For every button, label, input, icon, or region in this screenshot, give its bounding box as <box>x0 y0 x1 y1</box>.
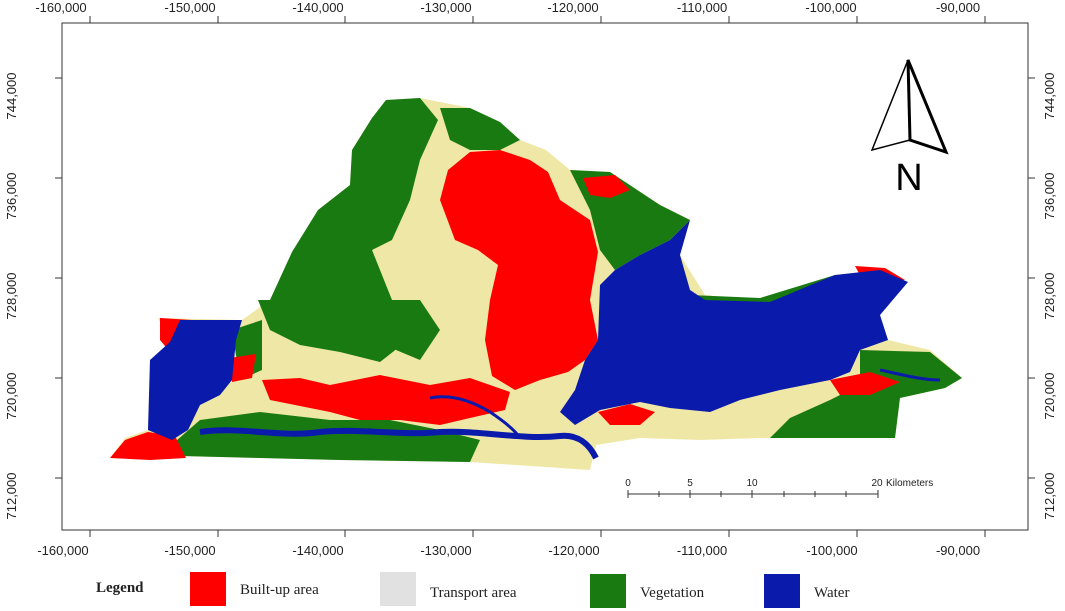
water-channel <box>879 368 941 382</box>
y-tick-label-right: 712,000 <box>1042 473 1057 520</box>
x-tick-label-bottom: -100,000 <box>806 543 857 558</box>
scale-bar: 0 5 10 20 Kilometers <box>625 478 933 498</box>
legend-label: Built-up area <box>240 582 319 598</box>
y-tick-label-right: 744,000 <box>1042 73 1057 120</box>
built-up-patch <box>583 175 630 198</box>
y-tick-label-left: 736,000 <box>4 173 19 220</box>
y-tick-label-left: 720,000 <box>4 373 19 420</box>
x-tick-label-bottom: -130,000 <box>420 543 471 558</box>
legend-label: Water <box>814 585 849 601</box>
legend-label: Vegetation <box>640 585 705 601</box>
x-tick-label-bottom: -90,000 <box>936 543 980 558</box>
vegetation-patch <box>376 300 440 360</box>
legend-swatch-water <box>764 574 800 608</box>
built-up-patch <box>598 404 655 425</box>
x-tick-label-top: -160,000 <box>35 0 86 15</box>
x-tick-label-top: -140,000 <box>292 0 343 15</box>
y-tick-label-left: 712,000 <box>4 473 19 520</box>
x-tick-label-top: -120,000 <box>547 0 598 15</box>
x-tick-label-top: -150,000 <box>164 0 215 15</box>
x-tick-label-bottom: -110,000 <box>677 543 727 558</box>
x-tick-label-bottom: -160,000 <box>37 543 88 558</box>
legend-title: Legend <box>96 580 144 596</box>
water-channel <box>199 427 599 460</box>
x-tick-label-top: -90,000 <box>936 0 980 15</box>
study-area <box>110 98 962 470</box>
vegetation-patch <box>440 108 520 150</box>
y-tick-label-right: 728,000 <box>1042 273 1057 320</box>
north-arrow-label: N <box>895 157 922 199</box>
x-tick-label-bottom: -120,000 <box>548 543 599 558</box>
scale-bar-label: 5 <box>687 478 693 489</box>
x-tick-label-top: -110,000 <box>677 0 727 15</box>
legend-swatch-transport <box>380 572 416 606</box>
water-channel <box>429 395 522 439</box>
tick-marks <box>55 16 1035 537</box>
x-tick-label-bottom: -150,000 <box>164 543 215 558</box>
legend-swatch-vegetation <box>590 574 626 608</box>
y-tick-label-left: 728,000 <box>4 273 19 320</box>
legend-swatch-built-up <box>190 572 226 606</box>
north-arrow-icon: N <box>870 59 949 199</box>
water-body <box>560 220 908 425</box>
built-up-patch <box>262 375 510 425</box>
scale-bar-unit: Kilometers <box>886 478 933 489</box>
built-up-patch <box>520 230 545 258</box>
y-tick-label-right: 736,000 <box>1042 173 1057 220</box>
x-tick-label-bottom: -140,000 <box>292 543 343 558</box>
y-tick-label-right: 720,000 <box>1042 373 1057 420</box>
built-up-patch <box>110 432 186 460</box>
scale-bar-label: 0 <box>625 478 631 489</box>
vegetation-patch <box>160 412 480 462</box>
scale-bar-label: 20 <box>871 478 883 489</box>
vegetation-patch <box>258 98 438 362</box>
legend: Legend Built-up area Transport area Vege… <box>96 572 849 608</box>
built-up-patch <box>230 354 256 382</box>
x-tick-label-top: -130,000 <box>420 0 471 15</box>
water-body <box>148 320 242 440</box>
legend-label: Transport area <box>430 585 517 601</box>
scale-bar-label: 10 <box>746 478 758 489</box>
built-up-patch <box>830 372 900 395</box>
built-up-patch <box>440 150 598 390</box>
y-tick-label-left: 744,000 <box>4 73 19 120</box>
x-tick-label-top: -100,000 <box>805 0 856 15</box>
